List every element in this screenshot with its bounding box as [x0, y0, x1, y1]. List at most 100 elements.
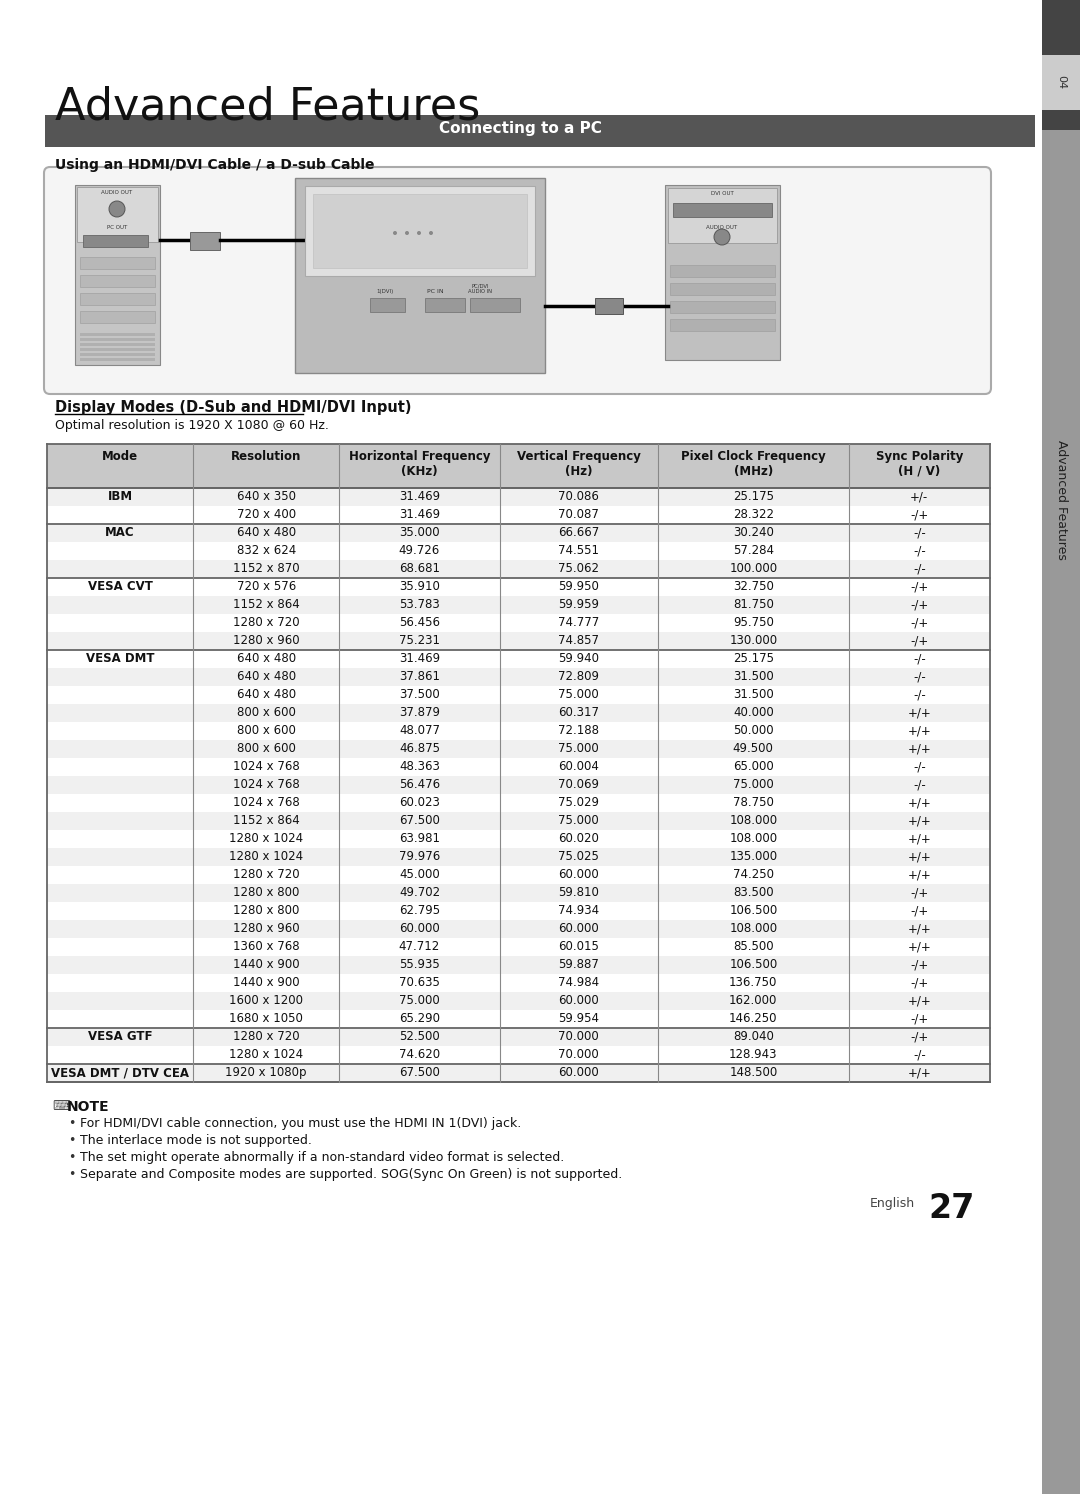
Text: Mode: Mode	[102, 450, 138, 463]
Bar	[470, 297, 519, 312]
Text: 1152 x 864: 1152 x 864	[233, 598, 299, 611]
Text: 83.500: 83.500	[733, 886, 773, 899]
Text: -/+: -/+	[910, 616, 929, 629]
Text: +/+: +/+	[907, 940, 931, 953]
Text: 75.000: 75.000	[400, 994, 440, 1007]
Text: 31.500: 31.500	[733, 689, 773, 701]
Bar	[80, 353, 156, 356]
Text: 70.086: 70.086	[558, 490, 599, 503]
Circle shape	[429, 232, 433, 235]
Text: 60.000: 60.000	[558, 1067, 599, 1079]
Text: 25.175: 25.175	[733, 490, 773, 503]
Text: 48.077: 48.077	[399, 725, 440, 737]
Text: 75.000: 75.000	[558, 689, 599, 701]
Text: 85.500: 85.500	[733, 940, 773, 953]
Text: 67.500: 67.500	[399, 1067, 440, 1079]
Text: 95.750: 95.750	[733, 616, 773, 629]
Text: 640 x 480: 640 x 480	[237, 689, 296, 701]
Text: AUDIO OUT: AUDIO OUT	[706, 226, 738, 230]
Text: 60.000: 60.000	[400, 922, 440, 935]
Text: 74.551: 74.551	[558, 544, 599, 557]
Text: 37.861: 37.861	[399, 669, 440, 683]
Bar	[48, 632, 990, 650]
Text: -/+: -/+	[910, 958, 929, 971]
Text: •: •	[68, 1134, 76, 1147]
Bar	[1042, 55, 1080, 111]
Text: 1280 x 800: 1280 x 800	[233, 904, 299, 917]
Text: Display Modes (D-Sub and HDMI/DVI Input): Display Modes (D-Sub and HDMI/DVI Input)	[55, 400, 411, 415]
Text: ⌨: ⌨	[52, 1100, 70, 1113]
Circle shape	[405, 232, 409, 235]
Circle shape	[393, 232, 397, 235]
Text: 60.015: 60.015	[558, 940, 599, 953]
Text: 100.000: 100.000	[729, 562, 778, 575]
Text: -/-: -/-	[913, 760, 926, 772]
Circle shape	[714, 229, 730, 245]
Bar	[48, 867, 990, 884]
Bar	[48, 668, 990, 686]
Bar	[48, 831, 990, 849]
Text: 60.000: 60.000	[558, 994, 599, 1007]
Text: Advanced Features: Advanced Features	[55, 85, 481, 128]
Text: +/+: +/+	[907, 707, 931, 719]
Text: -/-: -/-	[913, 651, 926, 665]
Text: 135.000: 135.000	[729, 850, 778, 864]
Bar	[305, 185, 535, 276]
Bar	[190, 232, 220, 249]
Text: 832 x 624: 832 x 624	[237, 544, 296, 557]
Text: 48.363: 48.363	[399, 760, 440, 772]
Text: 67.500: 67.500	[399, 814, 440, 828]
Text: 75.025: 75.025	[558, 850, 599, 864]
FancyBboxPatch shape	[44, 167, 991, 394]
Bar	[48, 1046, 990, 1064]
Bar	[48, 650, 990, 668]
Text: 66.667: 66.667	[558, 526, 599, 539]
Text: 1152 x 864: 1152 x 864	[233, 814, 299, 828]
Text: 55.935: 55.935	[400, 958, 440, 971]
Text: 640 x 480: 640 x 480	[237, 526, 296, 539]
Text: For HDMI/DVI cable connection, you must use the HDMI IN 1(DVI) jack.: For HDMI/DVI cable connection, you must …	[80, 1118, 522, 1129]
Text: 65.000: 65.000	[733, 760, 773, 772]
Text: PC/DVI
AUDIO IN: PC/DVI AUDIO IN	[468, 284, 492, 294]
Text: +/+: +/+	[907, 832, 931, 846]
Bar	[45, 115, 1035, 146]
Text: 46.875: 46.875	[399, 743, 440, 754]
Text: +/+: +/+	[907, 814, 931, 828]
Text: +/+: +/+	[907, 868, 931, 881]
Bar	[80, 344, 156, 347]
Text: 79.976: 79.976	[399, 850, 441, 864]
Text: The interlace mode is not supported.: The interlace mode is not supported.	[80, 1134, 312, 1147]
Bar	[1042, 130, 1080, 1494]
Text: 59.887: 59.887	[558, 958, 599, 971]
Text: 1280 x 720: 1280 x 720	[233, 868, 299, 881]
Text: +/+: +/+	[907, 850, 931, 864]
Bar	[80, 348, 156, 351]
Text: Resolution: Resolution	[231, 450, 301, 463]
Text: 32.750: 32.750	[733, 580, 773, 593]
Bar	[48, 596, 990, 614]
Bar	[48, 489, 990, 506]
Text: +/+: +/+	[907, 1067, 931, 1079]
Text: 1280 x 720: 1280 x 720	[233, 616, 299, 629]
Text: -/+: -/+	[910, 633, 929, 647]
Bar	[665, 185, 780, 360]
Text: 1152 x 870: 1152 x 870	[233, 562, 299, 575]
Bar	[48, 956, 990, 974]
Text: 50.000: 50.000	[733, 725, 773, 737]
Text: -/+: -/+	[910, 886, 929, 899]
Text: 60.004: 60.004	[558, 760, 599, 772]
Text: 45.000: 45.000	[400, 868, 440, 881]
Text: 74.984: 74.984	[558, 976, 599, 989]
Text: +/+: +/+	[907, 922, 931, 935]
Text: 1280 x 1024: 1280 x 1024	[229, 832, 303, 846]
Text: 1280 x 960: 1280 x 960	[233, 633, 299, 647]
Text: 70.635: 70.635	[399, 976, 440, 989]
Text: 146.250: 146.250	[729, 1011, 778, 1025]
Text: 1440 x 900: 1440 x 900	[233, 958, 299, 971]
Bar	[80, 359, 156, 362]
Text: •: •	[68, 1118, 76, 1129]
Text: •: •	[68, 1168, 76, 1180]
Text: -/+: -/+	[910, 508, 929, 521]
Text: 72.188: 72.188	[558, 725, 599, 737]
Text: -/+: -/+	[910, 1029, 929, 1043]
